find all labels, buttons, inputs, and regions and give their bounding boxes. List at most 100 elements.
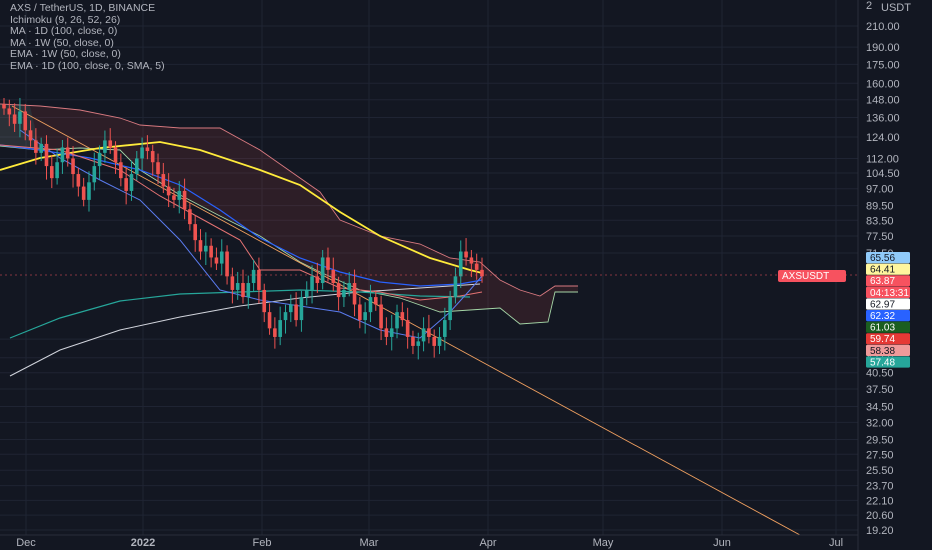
y-tick-label: 210.00: [866, 21, 900, 33]
time-axis[interactable]: Dec 2022 Feb Mar Apr May Jun Jul: [0, 534, 858, 549]
ma-1d-line: [0, 141, 483, 274]
candle-body: [60, 147, 65, 163]
y-tick-label: 190.00: [866, 42, 900, 54]
price-badge: [866, 344, 910, 356]
candle-body: [384, 328, 389, 337]
candle-body: [320, 257, 325, 284]
candle-body: [188, 209, 192, 225]
price-badges: 65.5664.4163.8704:13:3162.9762.3261.0359…: [866, 252, 910, 368]
candle-body: [50, 166, 54, 179]
scale-top-label: 2: [866, 0, 872, 12]
price-badge: [866, 333, 910, 345]
y-tick-label: 25.50: [866, 465, 894, 477]
candle-body: [219, 251, 224, 264]
indicator-ichimoku[interactable]: Ichimoku (9, 26, 52, 26): [10, 13, 121, 26]
y-tick-label: 83.50: [866, 215, 894, 227]
price-badge-label: 58.38: [870, 346, 895, 357]
candle-body: [389, 328, 394, 337]
candle-body: [458, 251, 463, 277]
candle-body: [65, 147, 70, 159]
candle-body: [416, 341, 421, 346]
candle-body: [23, 111, 28, 131]
y-tick-label: 89.50: [866, 201, 894, 213]
legend: AXS / TetherUS, 1D, BINANCE Ichimoku (9,…: [10, 2, 165, 73]
candle-body: [432, 336, 436, 346]
candle-body: [7, 108, 12, 115]
candle-body: [71, 158, 75, 175]
candle-body: [474, 263, 479, 270]
x-tick-label: Mar: [360, 537, 379, 549]
candle-body: [368, 297, 373, 313]
y-tick-label: 20.60: [866, 510, 894, 522]
candle-body: [129, 174, 134, 191]
y-tick-label: 34.50: [866, 402, 894, 414]
price-badge: [866, 321, 910, 333]
price-badge: [866, 252, 910, 264]
y-tick-label: 23.70: [866, 481, 894, 493]
candle-body: [156, 162, 160, 175]
y-tick-label: 22.10: [866, 495, 894, 507]
candle-body: [87, 182, 91, 200]
candle-body: [326, 257, 330, 270]
price-badge-label: 65.56: [870, 253, 895, 264]
indicator-ema-1d[interactable]: EMA · 1D (100, close, 0, SMA, 5): [10, 59, 165, 72]
candle-body: [448, 297, 452, 321]
candle-body: [480, 269, 484, 277]
cloud-fill: [0, 104, 578, 324]
x-tick-label: May: [593, 537, 614, 549]
candle-body: [262, 289, 267, 313]
candle-body: [267, 312, 272, 329]
indicator-ma-1d[interactable]: MA · 1D (100, close, 0): [10, 25, 118, 38]
candle-body: [352, 283, 357, 305]
ema-1d-line: [0, 144, 483, 287]
price-badge: [866, 263, 910, 275]
candle-body: [400, 312, 405, 321]
candle-body: [172, 195, 176, 200]
price-badge: [866, 356, 910, 368]
candle-body: [113, 147, 118, 163]
candle-body: [464, 251, 468, 258]
candle-body: [81, 186, 86, 200]
candle-body: [12, 114, 17, 124]
price-badge-label: 64.41: [870, 265, 895, 276]
candle-body: [342, 289, 346, 298]
candle-body: [124, 178, 128, 191]
symbol-title[interactable]: AXS / TetherUS, 1D, BINANCE: [10, 2, 156, 14]
candle-body: [283, 312, 288, 321]
price-badge-label: 63.87: [870, 276, 895, 287]
candle-body: [347, 283, 352, 290]
candle-body: [193, 224, 197, 241]
candle-body: [310, 276, 314, 290]
indicator-ma-1w[interactable]: MA · 1W (50, close, 0): [10, 36, 114, 49]
price-badge: [866, 298, 910, 310]
candle-body: [257, 269, 261, 290]
candle-body: [145, 147, 150, 152]
candle-body: [289, 304, 293, 313]
currency-label: USDT: [881, 2, 911, 14]
price-badge-label: 59.74: [870, 334, 895, 345]
candle-body: [336, 283, 341, 298]
candle-body: [134, 158, 139, 175]
indicator-ema-1w[interactable]: EMA · 1W (50, close, 0): [10, 48, 121, 61]
y-tick-label: 97.00: [866, 184, 894, 196]
candle-body: [119, 162, 123, 179]
candle-body: [161, 174, 166, 187]
candle-body: [204, 245, 208, 252]
price-badge: [866, 275, 910, 287]
symbol-price-label-bg: [778, 270, 846, 282]
candle-body: [411, 336, 415, 346]
price-badge-label: 62.32: [870, 311, 895, 322]
candle-body: [278, 320, 282, 337]
candle-body: [2, 104, 6, 109]
x-tick-label: Jun: [713, 537, 731, 549]
candle-body: [437, 336, 442, 346]
candle-body: [379, 304, 383, 329]
y-tick-label: 175.00: [866, 59, 900, 71]
price-badge-label: 62.97: [870, 299, 895, 310]
x-tick-label: 2022: [131, 537, 155, 549]
candle-body: [299, 297, 304, 321]
candle-body: [427, 328, 431, 337]
ema-1w-line: [9, 289, 471, 339]
x-tick-label: Dec: [16, 537, 36, 549]
